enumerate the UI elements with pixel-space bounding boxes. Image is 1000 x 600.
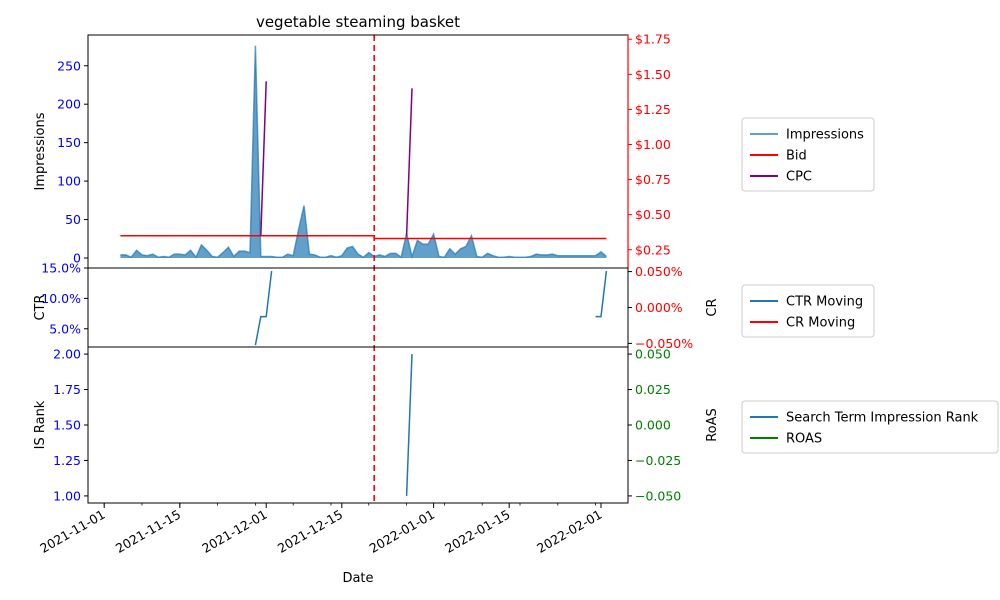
right-tick-label: $1.50 (635, 67, 671, 82)
legend-label: CR Moving (786, 316, 855, 331)
right-tick-label: $0.50 (635, 207, 671, 222)
series-ctr-moving-segment-1 (595, 270, 608, 318)
left-tick-label: 10.0% (41, 291, 81, 306)
left-tick-label: 1.50 (53, 418, 81, 433)
right-tick-label: −0.025 (635, 453, 681, 468)
right-tick-label: 0.000 (635, 418, 671, 433)
panel-frame-ctr (87, 267, 629, 348)
right-tick-label: $0.75 (635, 172, 671, 187)
x-tick-label: 2021-12-01 (199, 507, 269, 556)
legend-impressions: Impressions Bid CPC (741, 117, 875, 192)
panel-impressions (120, 45, 607, 260)
legend-label: CTR Moving (786, 295, 863, 310)
x-tick-label: 2021-11-15 (113, 507, 183, 556)
x-axis-label: Date (342, 571, 373, 586)
left-tick-label: 1.75 (53, 382, 81, 397)
left-axis-label-ctr: CTR (33, 294, 48, 320)
right-axis-label-ctr: CR (705, 298, 720, 316)
right-tick-label: $0.25 (635, 242, 671, 257)
right-tick-label: $1.25 (635, 102, 671, 117)
legend-box (741, 400, 999, 454)
right-tick-label: 0.050% (635, 264, 683, 279)
legend-label: Impressions (786, 128, 864, 143)
left-tick-label: 15.0% (41, 261, 81, 276)
plot-panels (120, 45, 608, 496)
right-tick-label: $1.75 (635, 32, 671, 47)
legend-label: Bid (786, 149, 807, 164)
right-tick-label: −0.050% (635, 336, 693, 351)
left-tick-label: 50 (65, 212, 81, 227)
left-tick-label: 0 (73, 251, 81, 266)
series-cpc-segment-1 (405, 88, 413, 236)
legends-layer: Impressions Bid CPC CTR Moving CR Moving Sear… (741, 117, 999, 454)
left-tick-label: 1.25 (53, 453, 81, 468)
right-axis-label-rank: RoAS (705, 408, 720, 442)
series-impressions-area (120, 45, 607, 258)
series-ctr-moving-segment-0 (254, 270, 273, 346)
right-tick-label: 0.050 (635, 347, 671, 362)
right-tick-label: 0.025 (635, 382, 671, 397)
right-tick-label: $1.00 (635, 137, 671, 152)
panel-rank (405, 354, 413, 496)
chart-title: vegetable steaming basket (256, 13, 460, 31)
right-tick-label: 0.000% (635, 300, 683, 315)
legend-ctr: CTR Moving CR Moving (741, 284, 875, 338)
legend-box (741, 284, 875, 338)
plot-area-rank (405, 354, 413, 496)
left-tick-label: 2.00 (53, 347, 81, 362)
panel-frame-rank (87, 346, 629, 504)
x-tick-label: 2022-01-01 (367, 507, 437, 556)
legend-label: ROAS (786, 432, 822, 447)
legend-box (741, 117, 875, 192)
left-axis-label-rank: IS Rank (33, 400, 48, 449)
series-bid-line (120, 234, 607, 240)
panel-frame-impressions (87, 34, 629, 269)
left-axis-label-impressions: Impressions (33, 112, 48, 190)
legend-label: Search Term Impression Rank (786, 411, 979, 426)
left-tick-label: 250 (57, 58, 81, 73)
right-tick-label: −0.050 (635, 488, 681, 503)
panel-ctr (254, 270, 608, 346)
x-tick-label: 2021-11-01 (37, 507, 107, 556)
left-tick-label: 150 (57, 135, 81, 150)
x-tick-label: 2022-02-01 (534, 507, 604, 556)
left-tick-label: 1.00 (53, 488, 81, 503)
series-impressions-line (120, 45, 607, 260)
series-search-term-impression-rank-segment-0 (405, 354, 413, 496)
plot-area-impressions (120, 45, 607, 260)
x-tick-label: 2022-01-15 (442, 507, 512, 556)
axes-layer: 0 50 100 150 200 250 $0.25 $0.50 $0.75 $1.00 $1.25… (33, 32, 720, 556)
legend-label: CPC (786, 170, 812, 185)
legend-rank: Search Term Impression Rank ROAS (741, 400, 999, 454)
plot-area-ctr (254, 270, 608, 346)
left-tick-label: 200 (57, 97, 81, 112)
series-cpc-segment-0 (260, 81, 267, 236)
left-tick-label: 5.0% (49, 321, 81, 336)
x-tick-label: 2021-12-15 (275, 507, 345, 556)
left-tick-label: 100 (57, 174, 81, 189)
